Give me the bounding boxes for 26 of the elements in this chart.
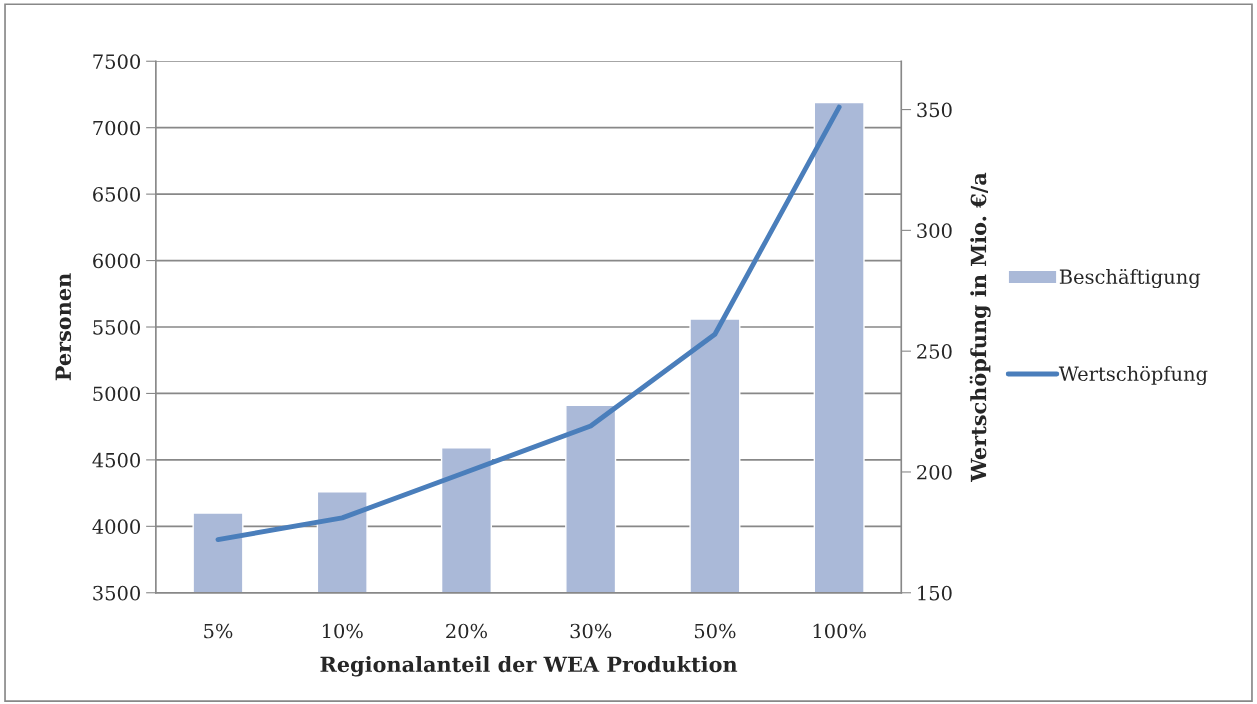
y-tick-label: 7000 xyxy=(93,120,140,136)
y-tick-label: 3500 xyxy=(93,585,140,601)
y-tick-label: 6000 xyxy=(93,253,140,269)
y-tick-label: 7500 xyxy=(93,54,140,69)
y-tick-label: 5000 xyxy=(93,386,140,402)
y-tick-label: 4000 xyxy=(92,519,140,534)
x-axis-title: Regionalanteil der WEA Produktion xyxy=(320,656,738,677)
x-tick-label: 30% xyxy=(570,623,612,639)
y2-tick-label: 350 xyxy=(917,102,952,118)
legend-label: Beschäftigung xyxy=(1059,268,1201,289)
y2-tick-label: 200 xyxy=(917,464,952,480)
x-tick-label: 50% xyxy=(694,623,736,639)
y2-tick-label: 250 xyxy=(917,344,952,359)
y2-tick-label: 150 xyxy=(918,585,952,601)
x-tick-label: 20% xyxy=(446,623,487,639)
y-tick-label: 4500 xyxy=(92,452,140,468)
y-tick-label: 5500 xyxy=(93,319,140,335)
y-axis-title: Personen xyxy=(55,273,72,381)
y2-axis-title: Wertschöpfung in Mio. €/a xyxy=(969,172,991,482)
y-tick-label: 6500 xyxy=(93,187,140,202)
y2-tick-label: 300 xyxy=(917,223,952,239)
legend-label: Wertschöpfung xyxy=(1058,365,1208,386)
line-series xyxy=(215,104,842,543)
x-tick-label: 100% xyxy=(813,623,866,639)
x-tick-label: 5% xyxy=(204,623,233,639)
x-tick-label: 10% xyxy=(322,623,363,639)
